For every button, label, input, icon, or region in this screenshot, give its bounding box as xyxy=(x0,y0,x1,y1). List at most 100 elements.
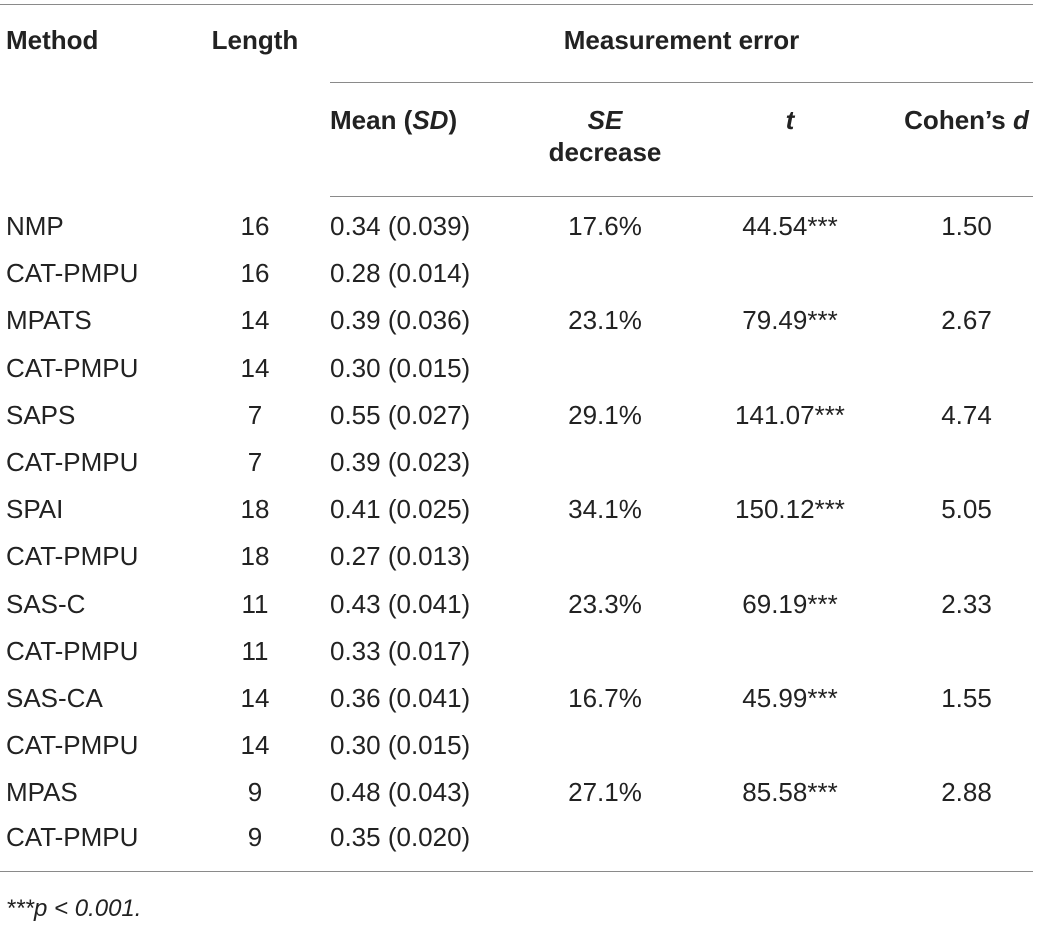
table-row: SAS-CA 14 0.36 (0.041) 16.7% 45.99*** 1.55 xyxy=(0,675,1033,722)
cell-method: NMP xyxy=(6,210,64,241)
cell-t xyxy=(680,439,900,486)
table-row: MPATS 14 0.39 (0.036) 23.1% 79.49*** 2.67 xyxy=(0,297,1033,344)
cell-t xyxy=(680,250,900,297)
cell-d: 1.55 xyxy=(941,682,992,713)
cell-method: SAS-CA xyxy=(6,682,103,713)
header-se-decrease: SE decrease xyxy=(530,82,680,197)
table-row: CAT-PMPU 7 0.39 (0.023) xyxy=(0,439,1033,486)
table-row: NMP 16 0.34 (0.039) 17.6% 44.54*** 1.50 xyxy=(0,197,1033,251)
cell-length: 16 xyxy=(240,210,270,241)
cell-t xyxy=(680,533,900,580)
cell-method: SAS-C xyxy=(6,588,86,619)
cell-mean: 0.33 (0.017) xyxy=(330,635,471,666)
cell-length: 14 xyxy=(240,730,270,761)
table-row: CAT-PMPU 14 0.30 (0.015) xyxy=(0,722,1033,769)
header-mean-sd-italic: SD xyxy=(412,105,449,135)
cell-length: 14 xyxy=(240,682,270,713)
cell-t xyxy=(680,722,900,769)
table-row: CAT-PMPU 11 0.33 (0.017) xyxy=(0,628,1033,675)
cell-length: 11 xyxy=(241,588,269,619)
header-se-decrease-label: decrease xyxy=(548,136,662,167)
cell-se xyxy=(530,250,680,297)
table-row: CAT-PMPU 14 0.30 (0.015) xyxy=(0,345,1033,392)
cell-length: 11 xyxy=(241,635,269,666)
cell-method: MPATS xyxy=(6,305,92,336)
cell-se: 27.1% xyxy=(568,777,642,808)
cell-mean: 0.30 (0.015) xyxy=(330,352,471,383)
table-row: SPAI 18 0.41 (0.025) 34.1% 150.12*** 5.05 xyxy=(0,486,1033,533)
cell-mean: 0.48 (0.043) xyxy=(330,777,471,808)
cell-length: 7 xyxy=(247,447,263,478)
measurement-error-table: Method Length Measurement error Mean (SD… xyxy=(0,4,1034,872)
cell-d: 2.33 xyxy=(941,588,992,619)
cell-length: 18 xyxy=(240,541,270,572)
cell-mean: 0.41 (0.025) xyxy=(330,494,471,525)
cell-se xyxy=(530,628,680,675)
cell-se xyxy=(530,439,680,486)
table-row: SAS-C 11 0.43 (0.041) 23.3% 69.19*** 2.33 xyxy=(0,581,1033,628)
header-cohens-d-italic: d xyxy=(1012,105,1029,135)
cell-se: 23.3% xyxy=(568,588,642,619)
header-t-label: t xyxy=(785,105,795,135)
cell-d xyxy=(900,250,1033,297)
cell-method: CAT-PMPU xyxy=(6,541,139,572)
table-row: SAPS 7 0.55 (0.027) 29.1% 141.07*** 4.74 xyxy=(0,392,1033,439)
header-method: Method xyxy=(0,4,180,197)
table-row: CAT-PMPU 16 0.28 (0.014) xyxy=(0,250,1033,297)
cell-t xyxy=(680,816,900,872)
cell-se: 29.1% xyxy=(568,399,642,430)
cell-mean: 0.39 (0.023) xyxy=(330,447,471,478)
cell-mean: 0.30 (0.015) xyxy=(330,730,471,761)
cell-se xyxy=(530,722,680,769)
cell-method: CAT-PMPU xyxy=(6,352,139,383)
cell-method: CAT-PMPU xyxy=(6,258,139,289)
cell-d: 2.88 xyxy=(941,777,992,808)
table-body: NMP 16 0.34 (0.039) 17.6% 44.54*** 1.50 CAT-PM… xyxy=(0,197,1034,872)
cell-se xyxy=(530,345,680,392)
cell-d xyxy=(900,345,1033,392)
cell-t: 150.12*** xyxy=(735,494,845,525)
cell-t xyxy=(680,345,900,392)
cell-method: SPAI xyxy=(6,494,64,525)
header-length: Length xyxy=(180,4,330,197)
cell-mean: 0.36 (0.041) xyxy=(330,682,471,713)
cell-length: 7 xyxy=(247,399,263,430)
header-row-1: Method Length Measurement error xyxy=(0,4,1034,197)
cell-mean: 0.55 (0.027) xyxy=(330,399,471,430)
cell-d: 1.50 xyxy=(941,211,992,242)
header-t: t xyxy=(680,82,900,197)
cell-t: 69.19*** xyxy=(742,588,838,619)
header-mean-sd: Mean (SD) xyxy=(330,82,530,197)
cell-method: CAT-PMPU xyxy=(0,816,180,872)
cell-mean: 0.39 (0.036) xyxy=(330,305,471,336)
cell-d: 4.74 xyxy=(941,399,992,430)
cell-length: 14 xyxy=(240,305,270,336)
table-row: MPAS 9 0.48 (0.043) 27.1% 85.58*** 2.88 xyxy=(0,769,1033,816)
cell-method: CAT-PMPU xyxy=(6,447,139,478)
cell-se: 23.1% xyxy=(568,305,642,336)
header-mean-label: Mean ( xyxy=(330,105,413,135)
cell-method: CAT-PMPU xyxy=(6,730,139,761)
header-se-label: SE xyxy=(587,105,623,135)
header-row-2: Mean (SD) SE decrease t Cohen’s d xyxy=(0,82,1034,197)
cell-t: 44.54*** xyxy=(742,211,838,242)
cell-method: SAPS xyxy=(6,399,76,430)
table-row: CAT-PMPU 18 0.27 (0.013) xyxy=(0,533,1033,580)
cell-mean: 0.34 (0.039) xyxy=(330,211,471,242)
cell-d: 5.05 xyxy=(941,494,992,525)
header-measurement-error: Measurement error xyxy=(330,4,1034,83)
cell-mean: 0.43 (0.041) xyxy=(330,588,471,619)
cell-mean: 0.27 (0.013) xyxy=(330,541,471,572)
cell-length: 9 xyxy=(180,816,330,872)
cell-d: 2.67 xyxy=(941,305,992,336)
footnote: ***p < 0.001. xyxy=(6,895,142,922)
cell-d xyxy=(900,628,1033,675)
cell-length: 9 xyxy=(247,777,263,808)
cell-length: 14 xyxy=(240,352,270,383)
cell-se xyxy=(530,816,680,872)
cell-mean: 0.28 (0.014) xyxy=(330,258,471,289)
cell-t: 85.58*** xyxy=(742,777,838,808)
cell-se: 17.6% xyxy=(568,211,642,242)
cell-d xyxy=(900,439,1033,486)
